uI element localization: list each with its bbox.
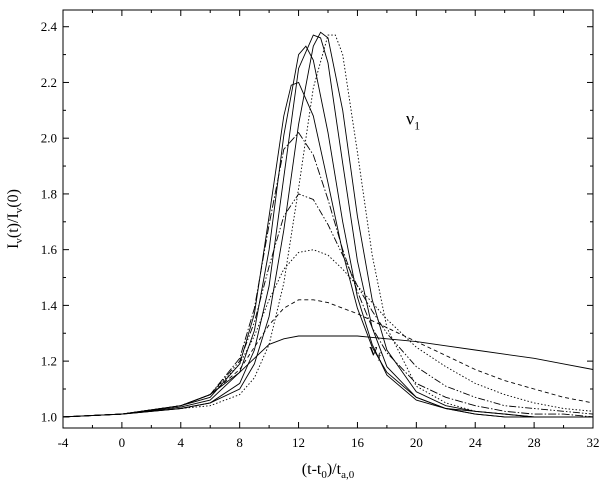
- series-line: [62, 131, 594, 418]
- y-axis-title: Iv(t)/Iv(0): [5, 189, 25, 249]
- y-tick-label: 2.0: [41, 131, 57, 146]
- tick-labels: -4 0 4 8 12 16 20 24 28 32 1.0 1.2 1.4 1.6 1.8 2.0 2.2 2.…: [41, 19, 600, 450]
- series-line: [62, 193, 594, 418]
- x-tick-label: 28: [528, 435, 541, 450]
- x-tick-label: 8: [236, 435, 243, 450]
- x-tick-label: 24: [469, 435, 483, 450]
- series-layer: [62, 31, 594, 418]
- series-line: [62, 299, 594, 418]
- x-tick-label: -4: [58, 435, 69, 450]
- y-tick-label: 1.2: [41, 354, 57, 369]
- x-tick-label: 32: [587, 435, 600, 450]
- y-tick-label: 1.0: [41, 409, 57, 424]
- x-tick-label: 16: [351, 435, 365, 450]
- annotation-layer: ν1 νf: [369, 108, 420, 363]
- x-tick-label: 12: [292, 435, 305, 450]
- curve-annotation: νf: [369, 340, 381, 364]
- y-tick-label: 2.4: [41, 19, 58, 34]
- series-line: [62, 34, 593, 418]
- x-axis-title: (t-t0)/ta,0: [302, 461, 355, 481]
- x-tick-label: 20: [410, 435, 423, 450]
- y-tick-label: 1.8: [41, 186, 57, 201]
- x-tick-label: 4: [178, 435, 185, 450]
- y-tick-label: 2.2: [41, 75, 57, 90]
- series-line: [62, 34, 593, 418]
- y-tick-label: 1.6: [41, 242, 58, 257]
- y-tick-label: 1.4: [41, 298, 58, 313]
- plot-area: [62, 9, 594, 429]
- series-line: [62, 335, 594, 418]
- x-tick-label: 0: [119, 435, 126, 450]
- curve-annotation: ν1: [406, 108, 420, 132]
